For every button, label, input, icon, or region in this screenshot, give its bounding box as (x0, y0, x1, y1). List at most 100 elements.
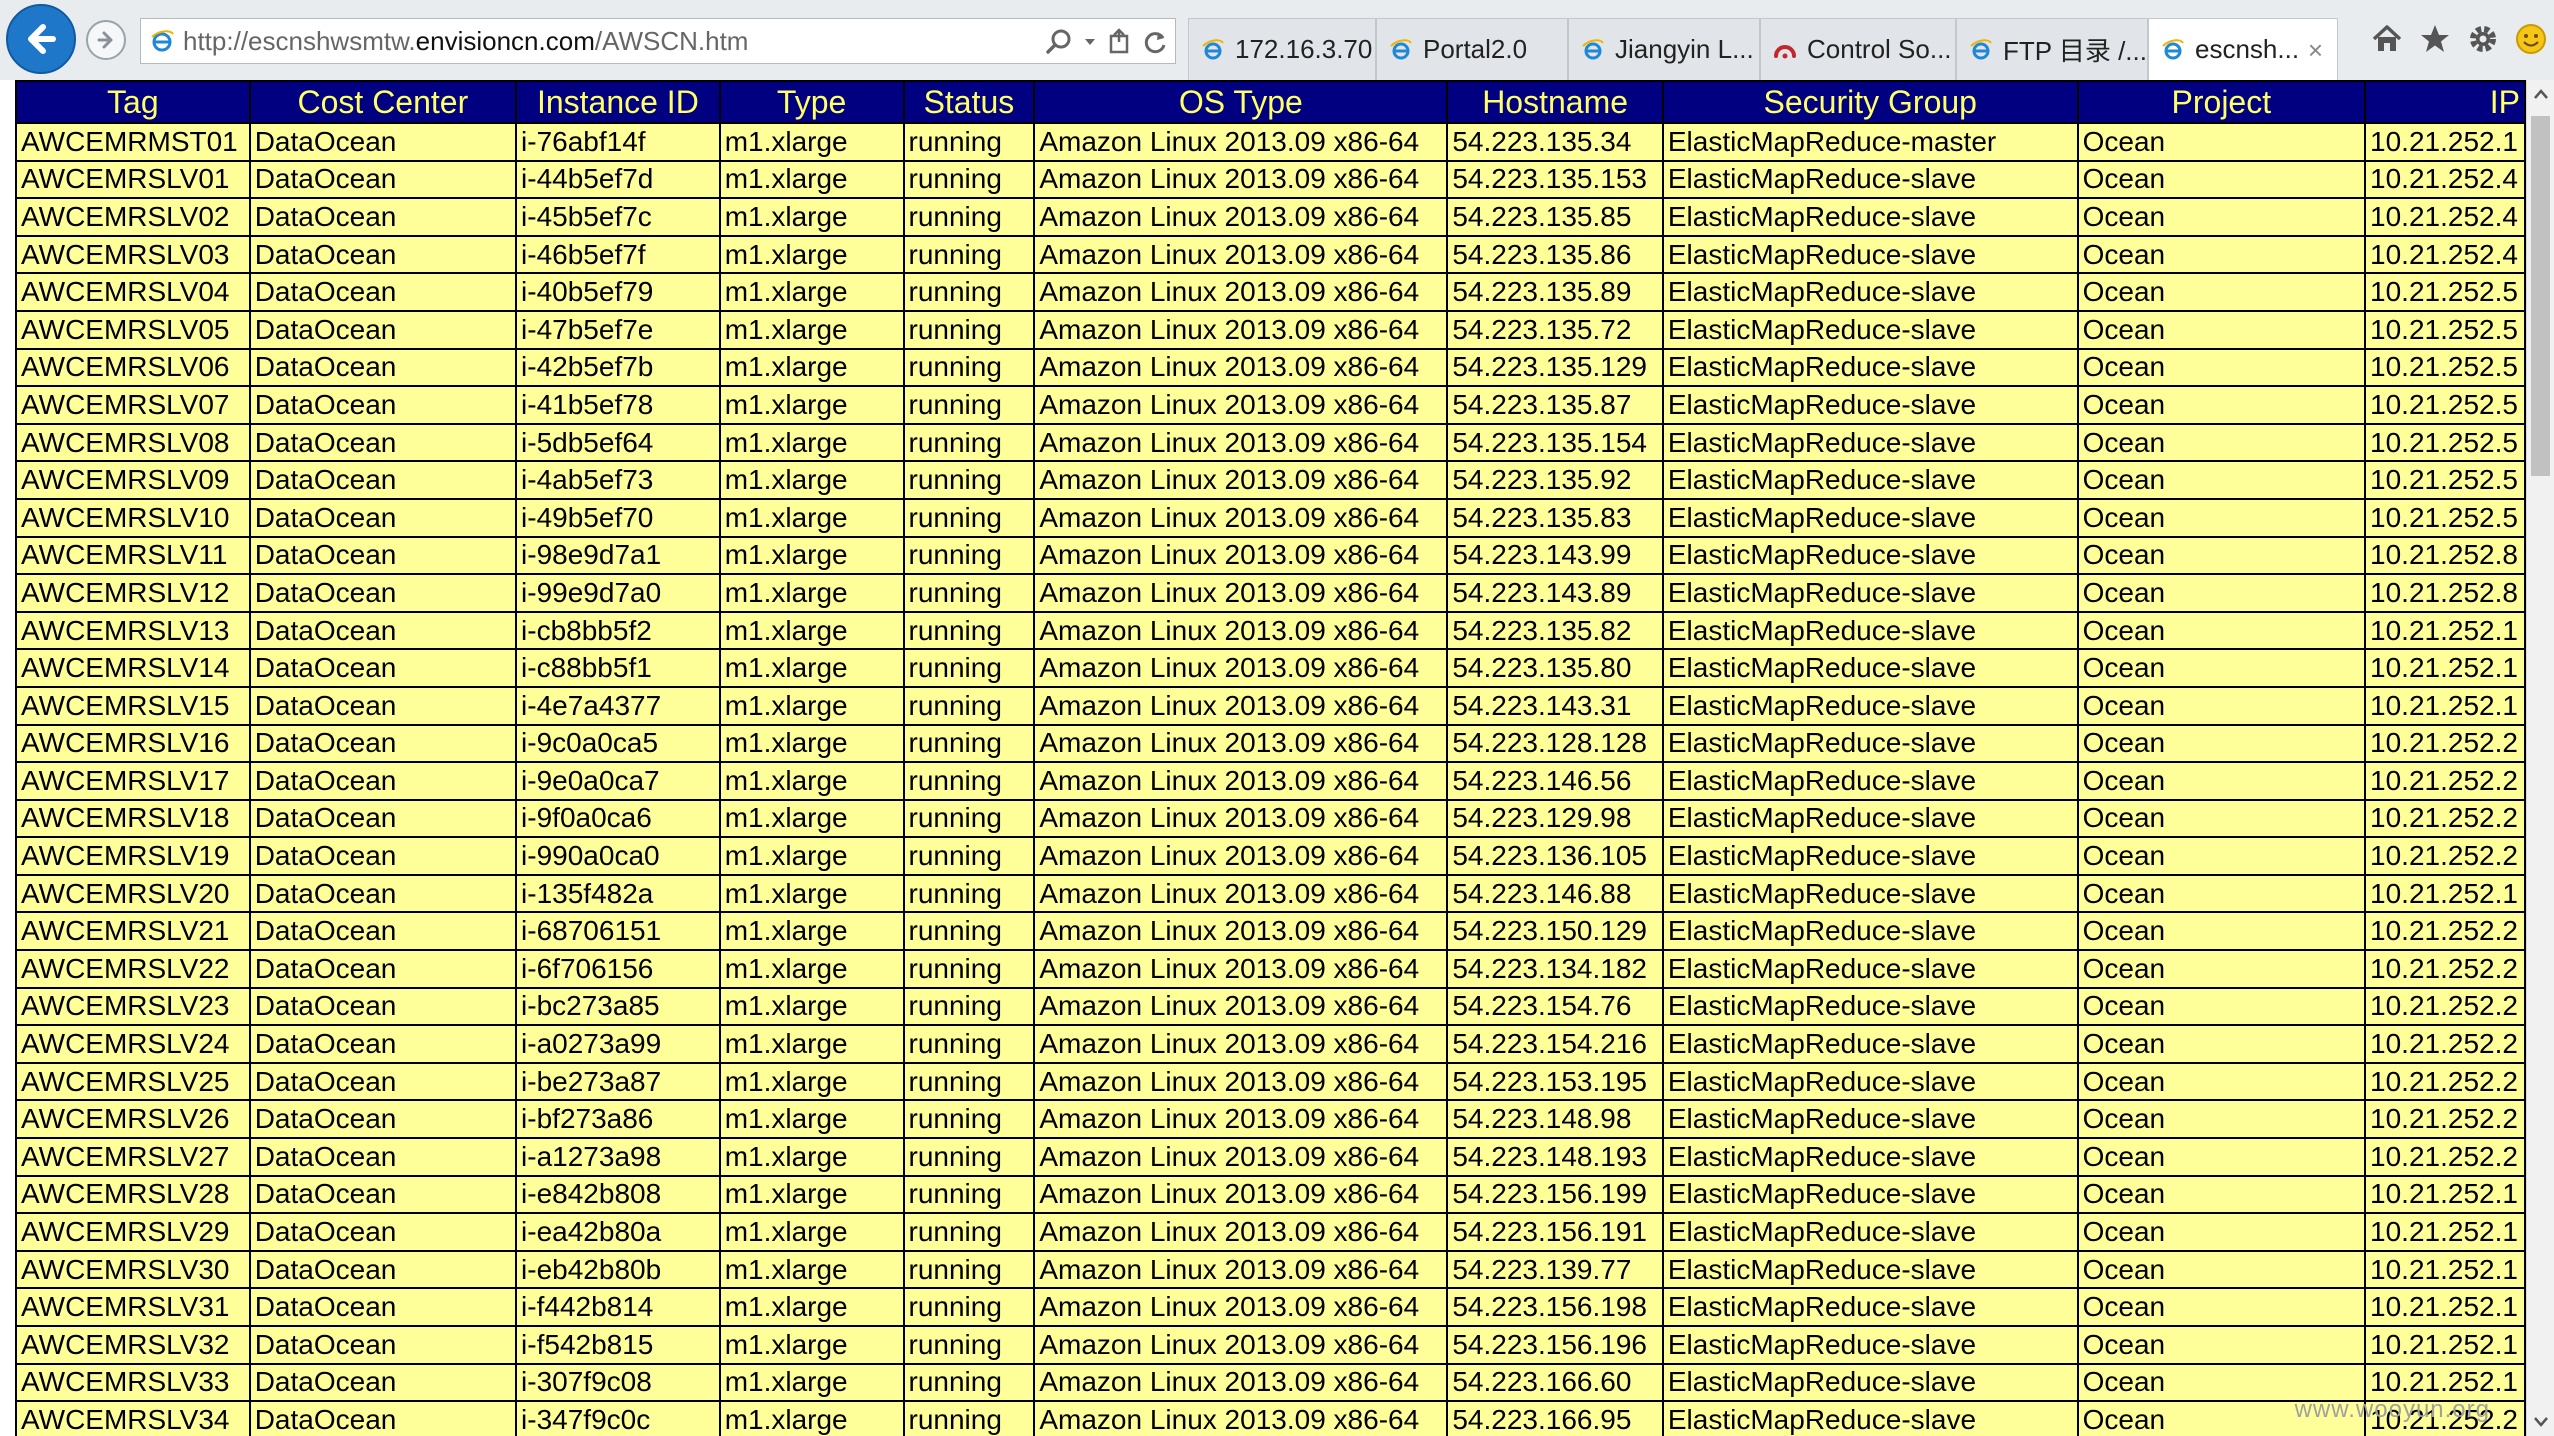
cell-cost-center: DataOcean (248, 422, 518, 463)
forward-button[interactable] (86, 20, 126, 60)
tab-jiangyin[interactable]: Jiangyin L... (1568, 18, 1760, 80)
table-row: AWCEMRSLV21 DataOcean i-68706151 m1.xlarge r… (15, 911, 2526, 952)
scroll-down-arrow-icon[interactable] (2533, 1416, 2549, 1428)
cell-status: running (902, 761, 1036, 801)
cell-hostname: 54.223.154.216 (1446, 1024, 1664, 1064)
address-url[interactable]: http://escnshwsmtw.envisioncn.com/AWSCN.… (183, 19, 748, 63)
cell-cost-center: DataOcean (248, 1174, 518, 1215)
cell-cost-center: DataOcean (248, 573, 518, 613)
cell-os-type: Amazon Linux 2013.09 x86-64 (1033, 1325, 1449, 1365)
cell-os-type: Amazon Linux 2013.09 x86-64 (1033, 1249, 1449, 1290)
cell-status: running (902, 1137, 1036, 1177)
cell-tag: AWCEMRSLV33 (15, 1362, 251, 1403)
cell-type: m1.xlarge (718, 385, 905, 425)
cell-os-type: Amazon Linux 2013.09 x86-64 (1033, 347, 1449, 388)
cell-project: Ocean (2076, 610, 2367, 651)
col-header-tag: Tag (15, 80, 251, 124)
cell-status: running (902, 1325, 1036, 1365)
cell-type: m1.xlarge (718, 761, 905, 801)
cell-tag: AWCEMRSLV19 (15, 836, 251, 876)
scroll-up-arrow-icon[interactable] (2533, 88, 2549, 100)
favorites-star-icon[interactable] (2418, 22, 2452, 56)
cell-cost-center: DataOcean (248, 234, 518, 275)
cell-ip: 10.21.252.2 (2364, 1099, 2526, 1140)
tab-control-so[interactable]: Control So... (1760, 18, 1956, 80)
cell-instance-id: i-76abf14f (515, 122, 721, 162)
vertical-scrollbar[interactable] (2526, 80, 2554, 1436)
smiley-feedback-icon[interactable] (2514, 22, 2548, 56)
cell-type: m1.xlarge (718, 422, 905, 463)
cell-os-type: Amazon Linux 2013.09 x86-64 (1033, 122, 1449, 162)
cell-project: Ocean (2076, 1137, 2367, 1177)
cell-hostname: 54.223.139.77 (1446, 1249, 1664, 1290)
cell-tag: AWCEMRSLV28 (15, 1174, 251, 1215)
cell-tag: AWCEMRSLV07 (15, 385, 251, 425)
cell-ip: 10.21.252.4 (2364, 159, 2526, 200)
cell-instance-id: i-ea42b80a (515, 1212, 721, 1252)
close-tab-icon[interactable]: × (2307, 35, 2323, 65)
cell-tag: AWCEMRSLV30 (15, 1249, 251, 1290)
back-button[interactable] (6, 4, 76, 74)
ie-page-icon (1202, 38, 1224, 59)
gear-icon[interactable] (2466, 22, 2500, 56)
compatibility-view-icon[interactable] (1107, 28, 1131, 56)
cell-tag: AWCEMRSLV05 (15, 309, 251, 350)
cell-status: running (902, 798, 1036, 839)
cell-os-type: Amazon Linux 2013.09 x86-64 (1033, 197, 1449, 237)
col-header-project: Project (2076, 80, 2367, 124)
cell-os-type: Amazon Linux 2013.09 x86-64 (1033, 761, 1449, 801)
cell-type: m1.xlarge (718, 610, 905, 651)
cell-security-group: ElasticMapReduce-slave (1661, 911, 2079, 952)
cell-os-type: Amazon Linux 2013.09 x86-64 (1033, 272, 1449, 312)
cell-type: m1.xlarge (718, 234, 905, 275)
col-header-status: Status (902, 80, 1036, 124)
dropdown-arrow-icon[interactable] (1083, 28, 1097, 56)
cell-instance-id: i-98e9d7a1 (515, 535, 721, 576)
search-icon[interactable] (1045, 28, 1073, 56)
cell-project: Ocean (2076, 648, 2367, 688)
cell-hostname: 54.223.135.154 (1446, 422, 1664, 463)
cell-project: Ocean (2076, 986, 2367, 1027)
cell-status: running (902, 1099, 1036, 1140)
scrollbar-thumb[interactable] (2531, 116, 2550, 476)
cell-security-group: ElasticMapReduce-slave (1661, 1249, 2079, 1290)
cell-tag: AWCEMRSLV08 (15, 422, 251, 463)
cell-project: Ocean (2076, 873, 2367, 914)
cell-security-group: ElasticMapReduce-slave (1661, 234, 2079, 275)
cell-type: m1.xlarge (718, 1249, 905, 1290)
cell-ip: 10.21.252.1 (2364, 1249, 2526, 1290)
cell-status: running (902, 610, 1036, 651)
address-bar[interactable]: http://escnshwsmtw.envisioncn.com/AWSCN.… (140, 18, 1176, 64)
cell-type: m1.xlarge (718, 723, 905, 764)
tab-172-16-3-70[interactable]: 172.16.3.70 (1188, 18, 1376, 80)
cell-os-type: Amazon Linux 2013.09 x86-64 (1033, 385, 1449, 425)
cell-ip: 10.21.252.4 (2364, 234, 2526, 275)
cell-tag: AWCEMRSLV31 (15, 1287, 251, 1327)
cell-ip: 10.21.252.2 (2364, 761, 2526, 801)
table-row: AWCEMRSLV02 DataOcean i-45b5ef7c m1.xlarge r… (15, 197, 2526, 237)
cell-os-type: Amazon Linux 2013.09 x86-64 (1033, 836, 1449, 876)
ie-page-icon (1390, 38, 1412, 59)
table-row: AWCEMRSLV08 DataOcean i-5db5ef64 m1.xlarge r… (15, 422, 2526, 463)
tab-portal[interactable]: Portal2.0 (1376, 18, 1568, 80)
cell-instance-id: i-9e0a0ca7 (515, 761, 721, 801)
refresh-icon[interactable] (1141, 28, 1169, 56)
cell-instance-id: i-347f9c0c (515, 1400, 721, 1436)
ie-page-icon (1970, 38, 1992, 59)
instance-table: Tag Cost Center Instance ID Type Status … (15, 80, 2526, 1436)
cell-instance-id: i-307f9c08 (515, 1362, 721, 1403)
url-path: /AWSCN.htm (594, 26, 749, 56)
cell-tag: AWCEMRSLV16 (15, 723, 251, 764)
tab-ftp[interactable]: FTP 目录 /... (1956, 18, 2148, 80)
cell-status: running (902, 1249, 1036, 1290)
cell-cost-center: DataOcean (248, 986, 518, 1027)
cell-cost-center: DataOcean (248, 197, 518, 237)
tab-escnsh-active[interactable]: escnsh... × (2148, 18, 2338, 80)
cell-project: Ocean (2076, 422, 2367, 463)
cell-project: Ocean (2076, 234, 2367, 275)
cell-tag: AWCEMRSLV10 (15, 497, 251, 538)
cell-status: running (902, 535, 1036, 576)
home-icon[interactable] (2370, 22, 2404, 56)
table-row: AWCEMRSLV27 DataOcean i-a1273a98 m1.xlarge r… (15, 1137, 2526, 1177)
cell-project: Ocean (2076, 1061, 2367, 1102)
